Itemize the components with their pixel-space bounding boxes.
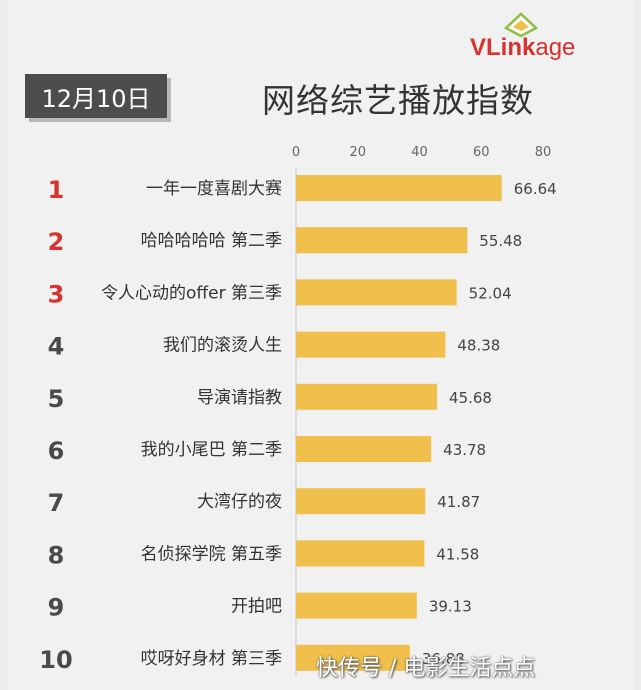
bar xyxy=(296,540,425,567)
x-tick-label: 40 xyxy=(411,145,428,160)
bar xyxy=(296,436,432,462)
value-label: 39.13 xyxy=(429,598,472,616)
date-badge: 12月10日 xyxy=(25,74,167,118)
value-label: 41.87 xyxy=(437,493,480,511)
rank-number: 2 xyxy=(48,228,65,256)
bar xyxy=(296,227,468,254)
bar xyxy=(296,383,438,410)
category-label: 我的小尾巴 第二季 xyxy=(141,440,282,460)
x-tick-label: 60 xyxy=(473,145,490,160)
bar xyxy=(296,592,417,619)
value-label: 36.88 xyxy=(422,650,465,668)
rank-number: 10 xyxy=(39,646,72,674)
rank-number: 8 xyxy=(48,541,65,569)
category-label: 哎呀好身材 第三季 xyxy=(141,649,282,669)
category-label: 导演请指教 xyxy=(197,388,282,408)
category-label: 我们的滚烫人生 xyxy=(163,336,282,356)
rank-number: 9 xyxy=(48,594,65,622)
x-tick-label: 0 xyxy=(292,145,300,160)
rank-number: 5 xyxy=(48,385,65,413)
rank-number: 6 xyxy=(48,437,65,465)
bar xyxy=(296,488,426,515)
logo-text-bold: VLink xyxy=(470,34,536,61)
rank-number: 1 xyxy=(48,176,65,204)
rank-number: 7 xyxy=(48,489,65,517)
value-label: 41.58 xyxy=(436,545,479,563)
watermark: 快传号 / 电影生活点点 xyxy=(316,656,536,681)
chart-title: 网络综艺播放指数 xyxy=(262,81,534,120)
rank-number: 3 xyxy=(48,280,65,308)
category-label: 名侦探学院 第五季 xyxy=(141,544,282,564)
bar xyxy=(296,331,446,358)
value-label: 45.68 xyxy=(449,389,492,407)
x-tick-label: 80 xyxy=(535,145,552,160)
logo-text: VLinkage xyxy=(470,34,575,62)
category-label: 哈哈哈哈哈 第二季 xyxy=(141,231,282,251)
category-label: 开拍吧 xyxy=(231,597,282,617)
logo-mark-icon xyxy=(504,12,538,38)
value-label: 48.38 xyxy=(457,337,500,355)
category-label: 大湾仔的夜 xyxy=(197,492,282,512)
rank-number: 4 xyxy=(48,333,65,361)
logo-text-rest: age xyxy=(535,34,576,61)
category-label: 一年一度喜剧大赛 xyxy=(146,178,282,199)
value-label: 55.48 xyxy=(479,232,522,250)
value-label: 43.78 xyxy=(443,441,486,459)
bar xyxy=(296,279,457,306)
x-tick-label: 20 xyxy=(349,145,366,160)
vlinkage-logo: VLinkage xyxy=(470,10,610,62)
value-label: 66.64 xyxy=(514,180,557,198)
category-label: 令人心动的offer 第三季 xyxy=(101,283,282,303)
bar xyxy=(296,644,410,671)
value-label: 52.04 xyxy=(469,284,512,302)
bar xyxy=(296,175,502,201)
